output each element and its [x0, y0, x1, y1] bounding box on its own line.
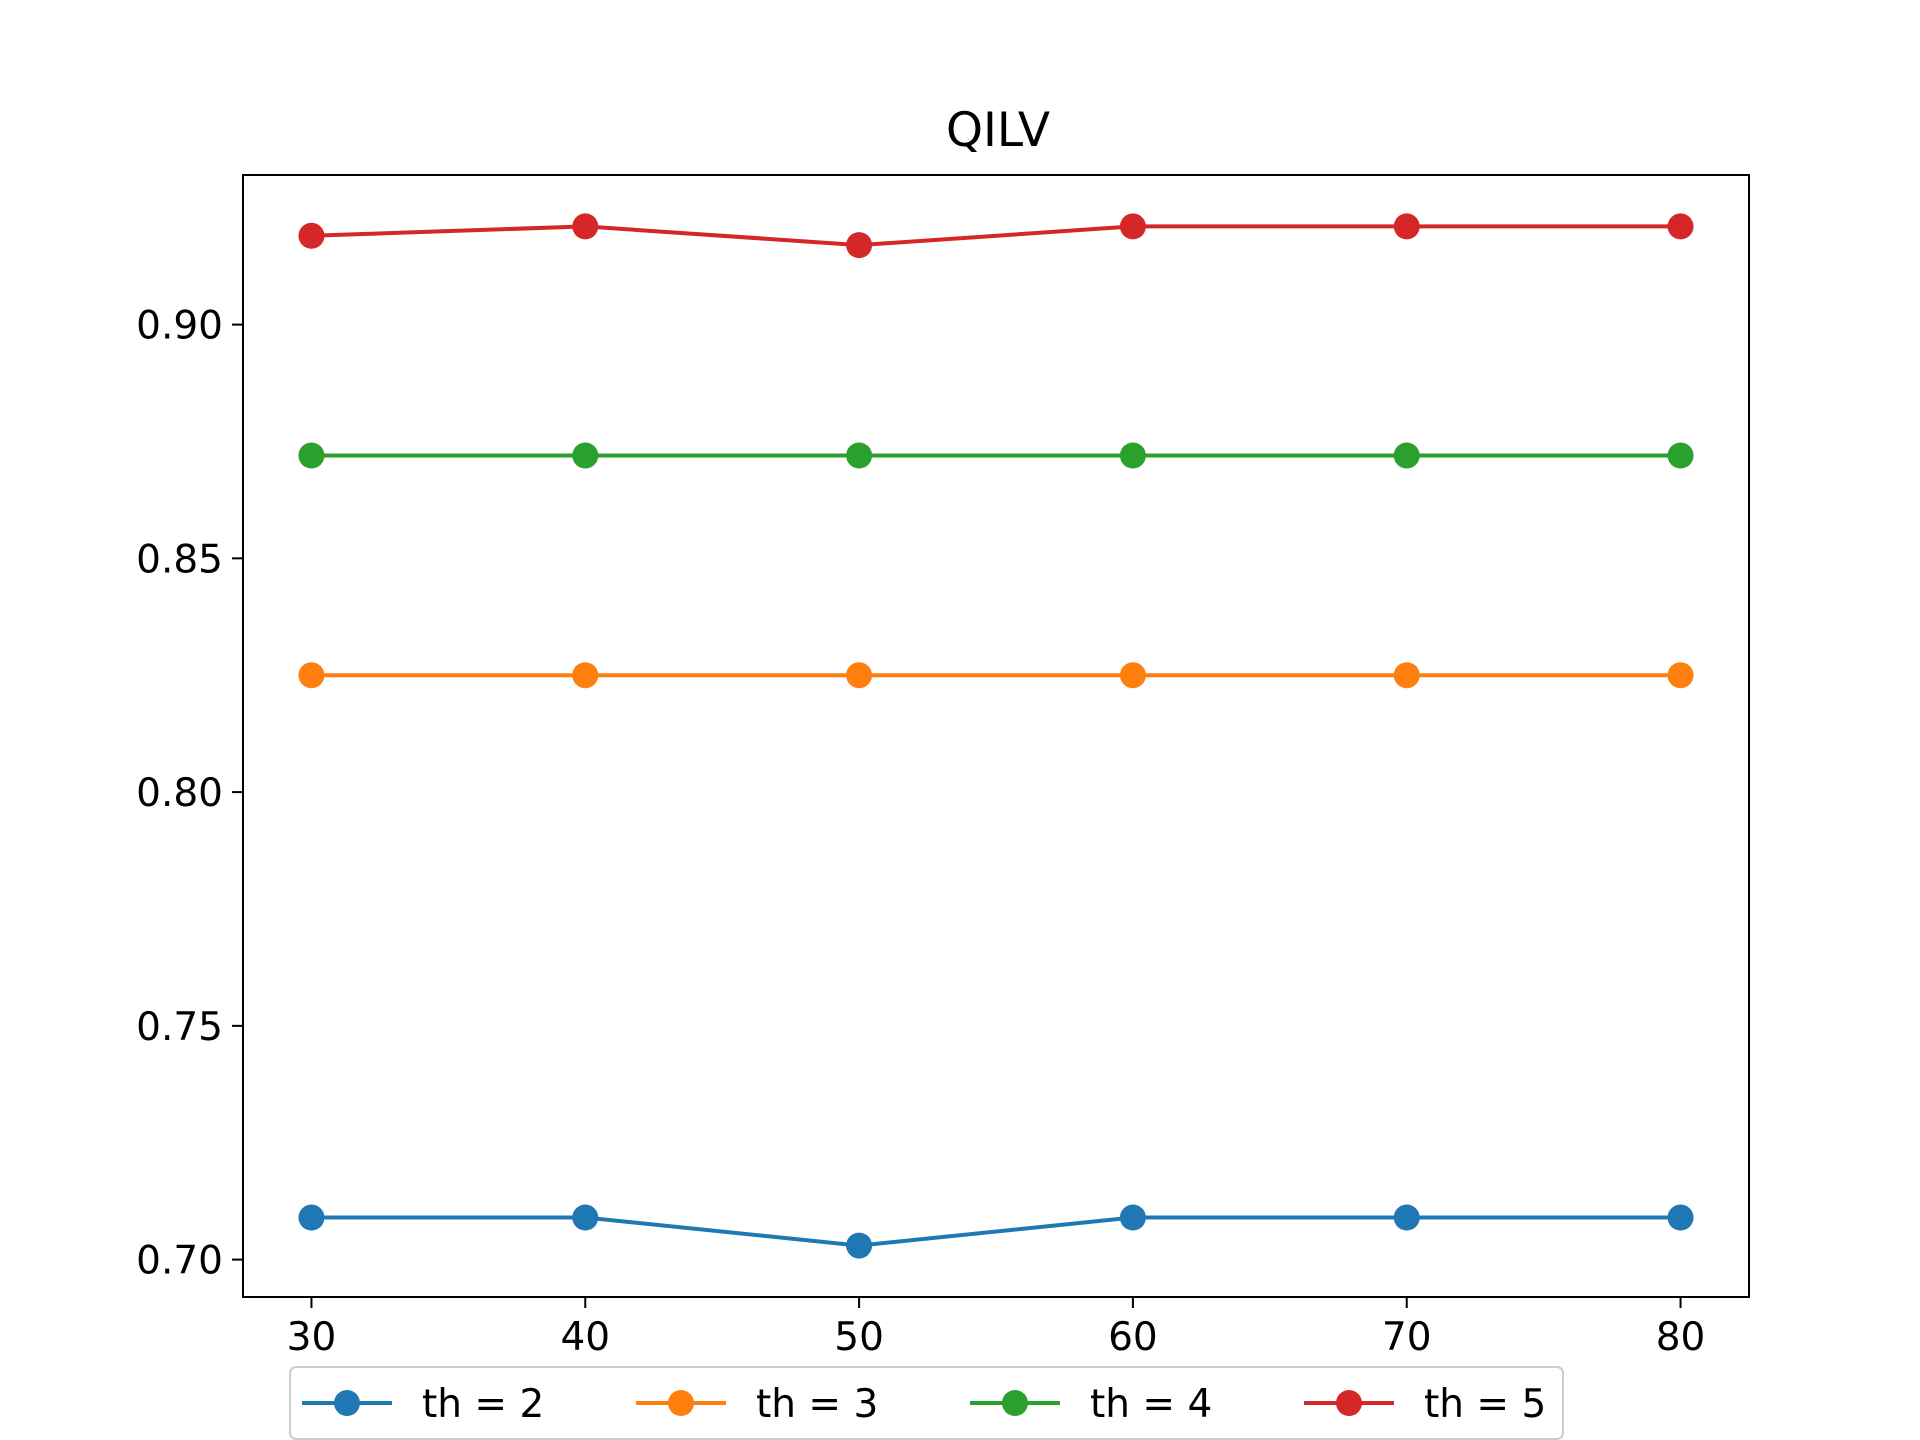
- series-2: [298, 662, 1694, 689]
- legend-entry: th = 4: [970, 1382, 1212, 1427]
- legend-label: th = 4: [1090, 1382, 1212, 1427]
- data-point: [1393, 213, 1420, 240]
- x-tick-label: 40: [560, 1315, 610, 1360]
- x-axis: 30 40 50 60 70 80: [287, 1297, 1706, 1360]
- y-tick-label: 0.85: [136, 537, 223, 582]
- legend: th = 2 th = 3 th = 4 th = 5: [289, 1366, 1564, 1440]
- data-point: [846, 1232, 873, 1259]
- x-tick-label: 60: [1108, 1315, 1158, 1360]
- series-3: [298, 442, 1694, 469]
- legend-label: th = 3: [756, 1382, 878, 1427]
- y-tick-label: 0.80: [136, 771, 223, 816]
- chart-title: QILV: [946, 103, 1050, 158]
- data-point: [846, 662, 873, 689]
- data-point: [1667, 1204, 1694, 1231]
- data-point: [846, 232, 873, 259]
- data-point: [1119, 1204, 1146, 1231]
- series-layer: [298, 213, 1694, 1259]
- series-4: [298, 213, 1694, 259]
- data-point: [1393, 1204, 1420, 1231]
- legend-label: th = 5: [1424, 1382, 1546, 1427]
- data-point: [1667, 662, 1694, 689]
- legend-marker-swatch: [1336, 1390, 1362, 1416]
- legend-label: th = 2: [422, 1382, 544, 1427]
- legend-entry: th = 5: [1304, 1382, 1546, 1427]
- data-point: [1393, 442, 1420, 469]
- legend-entry: th = 3: [636, 1382, 878, 1427]
- data-point: [298, 1204, 325, 1231]
- data-point: [572, 662, 599, 689]
- data-point: [1119, 442, 1146, 469]
- x-tick-label: 30: [287, 1315, 337, 1360]
- legend-marker-swatch: [668, 1390, 694, 1416]
- data-point: [572, 1204, 599, 1231]
- y-tick-label: 0.70: [136, 1239, 223, 1284]
- data-point: [846, 442, 873, 469]
- data-point: [298, 662, 325, 689]
- legend-entry: th = 2: [302, 1382, 544, 1427]
- data-point: [298, 442, 325, 469]
- legend-box: [289, 1366, 1564, 1440]
- x-tick-label: 70: [1382, 1315, 1432, 1360]
- y-tick-label: 0.75: [136, 1005, 223, 1050]
- series-1: [298, 1204, 1694, 1259]
- x-tick-label: 80: [1656, 1315, 1706, 1360]
- legend-marker-swatch: [334, 1390, 360, 1416]
- plot-area-frame: [242, 174, 1750, 1298]
- data-point: [1393, 662, 1420, 689]
- data-point: [1667, 442, 1694, 469]
- data-point: [1667, 213, 1694, 240]
- legend-marker-swatch: [1002, 1390, 1028, 1416]
- data-point: [572, 442, 599, 469]
- series-line: [311, 224, 1681, 248]
- data-point: [572, 213, 599, 240]
- y-axis: 0.70 0.75 0.80 0.85 0.90: [136, 304, 243, 1284]
- data-point: [1119, 213, 1146, 240]
- y-tick-label: 0.90: [136, 304, 223, 349]
- series-line: [311, 1215, 1681, 1248]
- data-point: [298, 222, 325, 249]
- x-tick-label: 50: [834, 1315, 884, 1360]
- data-point: [1119, 662, 1146, 689]
